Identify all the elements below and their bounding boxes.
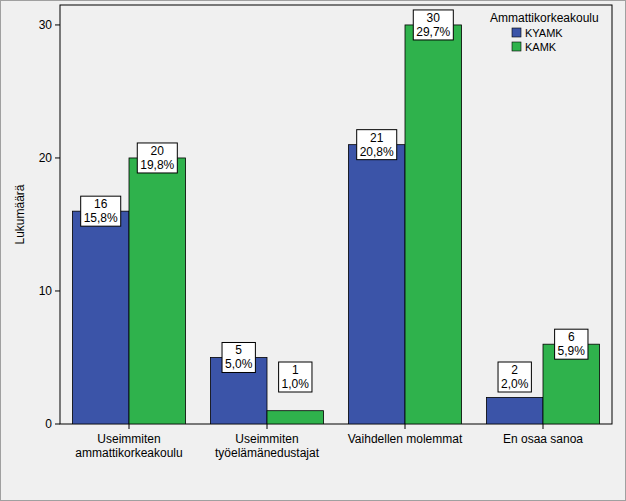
label-line: työelämänedustajat (215, 446, 320, 460)
data-label-percent: 15,8% (84, 211, 118, 225)
bar (405, 25, 462, 424)
y-tick (55, 24, 60, 25)
data-label: 20 (151, 144, 165, 158)
x-tick (267, 424, 268, 429)
data-label-box (357, 130, 397, 160)
data-label-percent: 29,7% (416, 25, 450, 39)
label-line: Useimmiten (97, 432, 160, 446)
legend-label: KAMK (525, 41, 557, 53)
bar (210, 357, 267, 424)
x-tick (405, 424, 406, 429)
data-label-box (222, 342, 255, 372)
plot-area (60, 5, 612, 424)
bar (267, 411, 324, 424)
data-label-percent: 20,8% (360, 145, 394, 159)
bar (486, 397, 543, 424)
data-label-box (498, 362, 531, 392)
bar (129, 158, 186, 424)
y-tick (55, 424, 60, 425)
y-tick (55, 290, 60, 291)
data-label-box (279, 362, 312, 392)
bar (543, 344, 600, 424)
data-label-percent: 19,8% (140, 158, 174, 172)
data-label-percent: 5,9% (558, 344, 586, 358)
background (1, 1, 626, 501)
data-label-box (81, 196, 121, 226)
y-axis-label: Lukumäärä (13, 184, 27, 244)
data-label: 6 (568, 330, 575, 344)
data-label: 21 (370, 131, 384, 145)
x-tick-label: Vaihdellen molemmat (348, 432, 463, 446)
x-tick-label: Useimmitenammattikorkeakoulu (75, 432, 182, 460)
data-labels: 1615,8% 2019,8% 55,0% 11,0% 2120,8% 3029,7% 22… (81, 10, 588, 392)
x-tick-label: En osaa sanoa (503, 432, 583, 446)
y-tick-label: 0 (45, 417, 52, 431)
x-tick (129, 424, 130, 429)
label-line: Useimmiten (235, 432, 298, 446)
legend-title: Ammattikorkeakoulu (490, 11, 599, 25)
data-label: 5 (235, 343, 242, 357)
data-label: 16 (94, 197, 108, 211)
legend-swatch (512, 42, 521, 51)
data-label-box (413, 10, 453, 40)
data-label-percent: 2,0% (501, 377, 529, 391)
data-label-box (555, 329, 588, 359)
data-label-percent: 5,0% (225, 357, 253, 371)
legend-label: KYAMK (525, 27, 563, 39)
data-label-percent: 1,0% (282, 377, 310, 391)
y-tick-label: 10 (39, 284, 53, 298)
data-label-box (137, 143, 177, 173)
label-line: ammattikorkeakoulu (75, 446, 182, 460)
data-label: 2 (511, 363, 518, 377)
x-tick (543, 424, 544, 429)
legend-swatch (512, 28, 521, 37)
bar (72, 211, 129, 424)
y-tick (55, 157, 60, 158)
data-label: 1 (292, 363, 299, 377)
y-tick-label: 20 (39, 151, 53, 165)
x-tick-label: Useimmitentyöelämänedustajat (215, 432, 320, 460)
data-label: 30 (427, 11, 441, 25)
y-tick-label: 30 (39, 18, 53, 32)
chart: 0102030Lukumäärä1615,8%2019,8%55,0%11,0%… (0, 0, 626, 501)
bars (72, 25, 599, 424)
bar (348, 145, 405, 424)
